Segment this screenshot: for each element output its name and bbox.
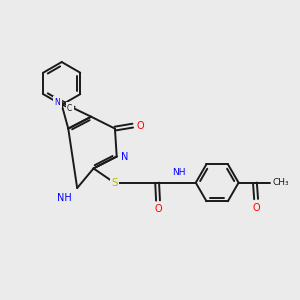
Text: O: O	[154, 204, 162, 214]
Text: S: S	[111, 178, 118, 188]
Text: N: N	[121, 152, 128, 161]
Text: NH: NH	[172, 168, 185, 177]
Text: O: O	[136, 121, 144, 130]
Text: N: N	[55, 98, 60, 106]
Text: O: O	[252, 202, 260, 213]
Text: CH₃: CH₃	[273, 178, 290, 187]
Text: NH: NH	[57, 193, 72, 202]
Text: C: C	[67, 103, 72, 112]
